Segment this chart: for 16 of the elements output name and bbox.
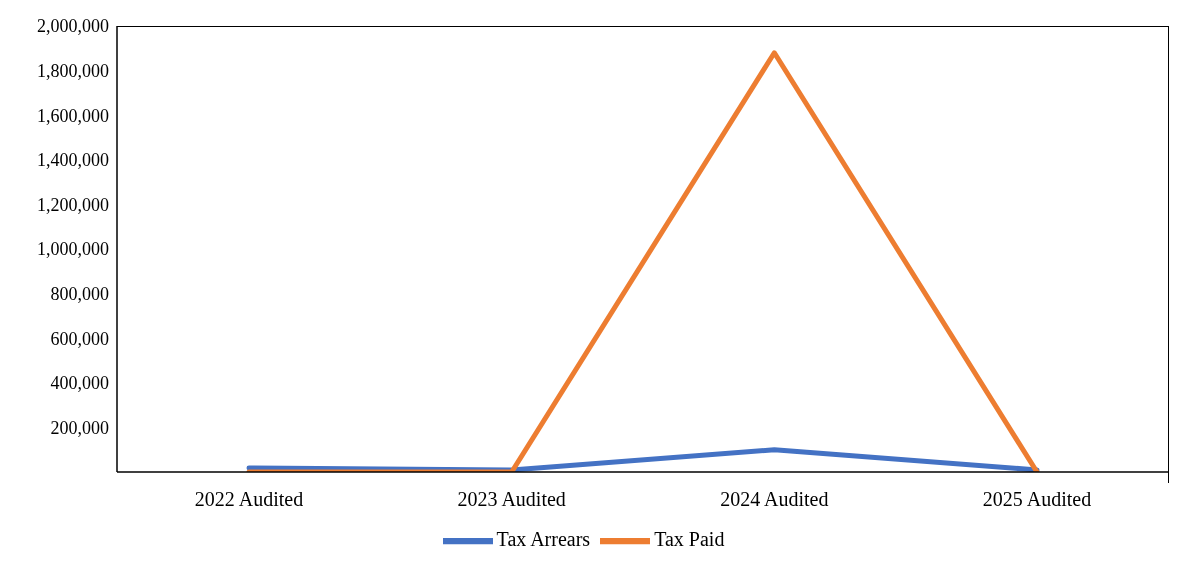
y-tick-label: 1,600,000 (37, 105, 109, 126)
x-tick-label: 2023 Audited (457, 488, 566, 511)
y-tick-label: 800,000 (50, 283, 109, 304)
x-tick-label: 2022 Audited (194, 488, 304, 511)
y-tick-label: 1,000,000 (37, 239, 109, 260)
y-tick-label: 1,200,000 (37, 194, 109, 215)
legend-label: Tax Arrears (496, 527, 591, 550)
y-tick-label: 2,000,000 (37, 16, 109, 37)
y-tick-label: 1,400,000 (37, 150, 109, 171)
y-tick-label: 1,800,000 (37, 60, 109, 81)
y-tick-label: 400,000 (50, 373, 109, 394)
y-tick-label: 600,000 (50, 328, 109, 349)
legend-label: Tax Paid (654, 527, 725, 550)
x-tick-label: 2025 Audited (982, 488, 1092, 511)
y-tick-label: 200,000 (50, 417, 109, 438)
x-tick-label: 2024 Audited (720, 488, 829, 511)
